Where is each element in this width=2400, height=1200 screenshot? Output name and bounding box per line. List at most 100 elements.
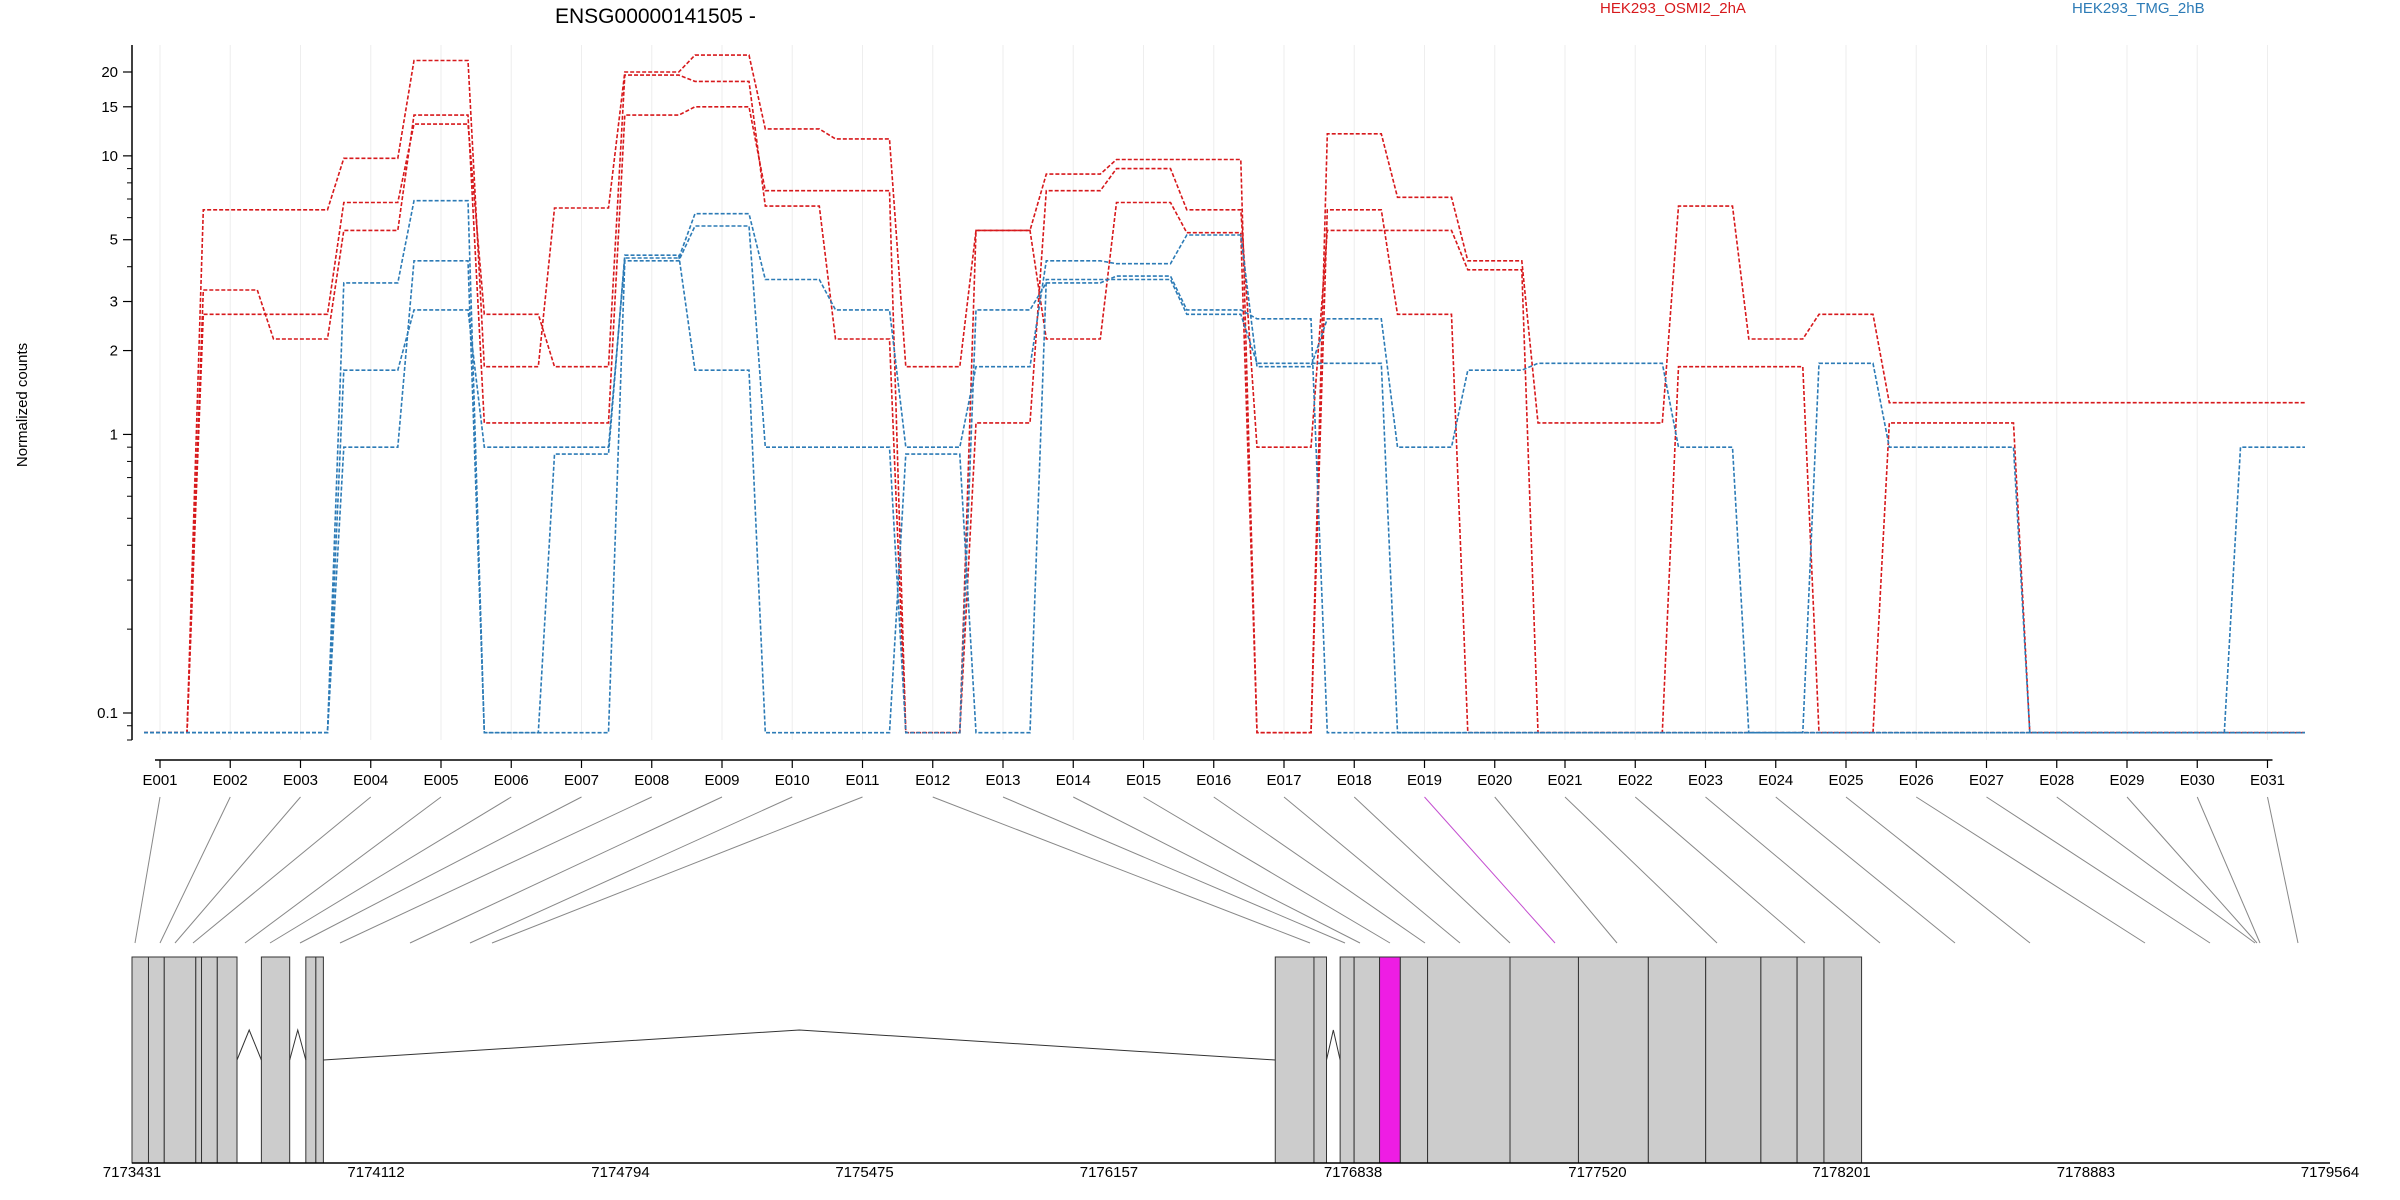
exon-connector	[1915, 796, 2146, 944]
genome-tick-label: 7176157	[1080, 1164, 1138, 1181]
exon-block	[1353, 956, 1381, 1164]
exon-block	[147, 956, 165, 1164]
legend-entry-tmg: HEK293_TMG_2hB	[2072, 0, 2205, 17]
exon-connector	[469, 796, 793, 944]
x-tick-label: E014	[1056, 772, 1091, 789]
exon-block	[1274, 956, 1315, 1164]
series-line	[144, 199, 2305, 734]
y-tick-label: 2	[110, 343, 118, 360]
x-tick-label: E028	[2039, 772, 2074, 789]
exon-connector	[1564, 796, 1718, 944]
exon-connector	[1213, 796, 1426, 944]
exon-connector	[1705, 796, 1881, 944]
x-tick-label: E029	[2109, 772, 2144, 789]
x-tick-label: E026	[1899, 772, 1934, 789]
exon-block	[1509, 956, 1579, 1164]
exon-block	[1760, 956, 1798, 1164]
x-tick-label: E013	[985, 772, 1020, 789]
exon-block	[1399, 956, 1429, 1164]
exon-block	[1427, 956, 1511, 1164]
x-tick-label: E023	[1688, 772, 1723, 789]
exon-connector	[2126, 796, 2258, 944]
y-tick-label: 1	[110, 426, 118, 443]
x-tick-label: E015	[1126, 772, 1161, 789]
x-tick-label: E020	[1477, 772, 1512, 789]
series-lines	[144, 54, 2305, 734]
x-tick-label: E017	[1266, 772, 1301, 789]
y-axis: 0.1 1 2 3 5 10 15 20	[97, 45, 133, 741]
exon-block	[1313, 956, 1328, 1164]
x-tick-label: E010	[775, 772, 810, 789]
y-tick-label: 15	[101, 99, 118, 116]
x-tick-label: E002	[213, 772, 248, 789]
x-tick-label: E003	[283, 772, 318, 789]
exon-connector	[2196, 796, 2261, 944]
x-tick-label: E027	[1969, 772, 2004, 789]
x-tick-label: E018	[1337, 772, 1372, 789]
exon-block	[216, 956, 238, 1164]
exon-highlighted	[1379, 956, 1401, 1164]
exon-connector	[1634, 796, 1806, 944]
x-axis: E001 E002 E003 E004 E005 E006 E007 E008 E009 E010…	[142, 759, 2285, 789]
exon-connector	[159, 796, 231, 944]
intron-line	[1326, 1029, 1341, 1061]
exon-connector	[491, 796, 863, 944]
x-tick-label: E009	[704, 772, 739, 789]
x-tick-label: E011	[846, 772, 880, 789]
exon-connector	[299, 796, 582, 944]
exon-connectors	[134, 796, 2299, 944]
x-tick-label: E031	[2250, 772, 2285, 789]
genome-tick-label: 7178883	[2057, 1164, 2115, 1181]
series-line	[144, 212, 2305, 734]
exon-connector	[244, 796, 442, 944]
series-line	[144, 74, 2305, 734]
x-tick-label: E019	[1407, 772, 1442, 789]
x-tick-label: E021	[1547, 772, 1582, 789]
series-line	[144, 106, 2305, 734]
genome-tick-label: 7174112	[347, 1164, 404, 1181]
exon-block	[315, 956, 324, 1164]
x-tick-label: E005	[423, 772, 458, 789]
exon-block	[1823, 956, 1863, 1164]
x-tick-label: E025	[1828, 772, 1863, 789]
exon-block	[195, 956, 203, 1164]
genome-tick-label: 7177520	[1568, 1164, 1626, 1181]
x-tick-label: E007	[564, 772, 599, 789]
exon-connector	[2056, 796, 2256, 944]
x-tick-label: E016	[1196, 772, 1231, 789]
y-tick-label: 5	[110, 232, 118, 249]
y-tick-label: 0.1	[97, 705, 118, 722]
x-tick-label: E012	[915, 772, 950, 789]
x-tick-label: E030	[2180, 772, 2215, 789]
exon-connector	[1002, 796, 1346, 944]
x-tick-label: E004	[353, 772, 388, 789]
exon-connector	[1143, 796, 1391, 944]
gridlines	[159, 45, 2268, 740]
series-line	[144, 225, 2305, 734]
exon-connector	[1986, 796, 2211, 944]
x-tick-label: E006	[494, 772, 529, 789]
legend-entry-osmi2: HEK293_OSMI2_2hA	[1600, 0, 1746, 17]
exon-block	[1796, 956, 1825, 1164]
exon-connector	[1283, 796, 1461, 944]
exon-block	[201, 956, 218, 1164]
exon-connector	[192, 796, 372, 944]
exon-connector	[932, 796, 1311, 944]
exon-block	[1705, 956, 1762, 1164]
intron-line	[323, 1029, 1276, 1061]
exon-connector	[1845, 796, 2031, 944]
exon-connector	[1494, 796, 1618, 944]
genome-tick-label: 7179564	[2301, 1164, 2359, 1181]
x-tick-label: E024	[1758, 772, 1793, 789]
genome-tick-label: 7175475	[835, 1164, 893, 1181]
exon-block	[260, 956, 291, 1164]
exon-connector	[269, 796, 512, 944]
genome-tick-label: 7178201	[1812, 1164, 1870, 1181]
exon-connector	[134, 796, 161, 944]
exon-connector	[174, 796, 301, 944]
exon-connector	[1073, 796, 1361, 944]
exon-connector	[2267, 796, 2299, 944]
exon-block	[131, 956, 149, 1164]
y-tick-label: 10	[101, 148, 118, 165]
